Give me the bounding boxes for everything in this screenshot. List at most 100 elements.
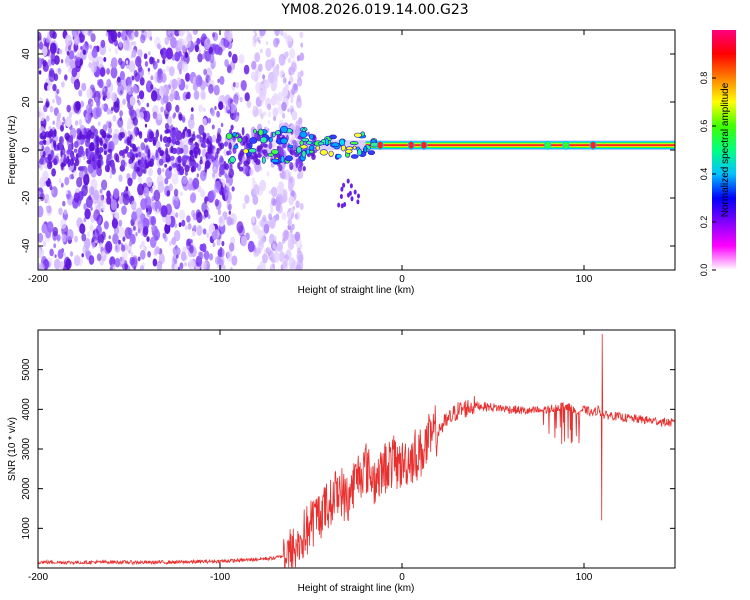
spectrogram-speck [157,43,161,50]
band-blob [324,138,329,146]
band-blob [363,145,368,153]
spectrogram-speck [271,255,276,264]
spectrogram-speck [137,256,141,262]
spectrogram-speck [102,96,105,101]
spectrogram-speck [223,161,227,170]
spectrogram-speck [95,106,103,118]
spectrogram-speck [211,230,218,241]
spectrogram-speck [199,159,203,165]
spectrogram-speck [54,258,61,270]
snr-y-label: SNR (10 * v/v) [7,417,18,481]
spectrogram-speck [243,64,250,75]
spectrogram-speck [187,223,192,230]
spectrogram-speck [196,173,199,178]
spectrogram-speck [105,31,109,37]
spectrogram-speck [38,31,42,42]
spectrogram-speck [135,207,143,220]
spectrogram-speck [158,158,164,166]
spectrogram-speck [148,51,151,56]
spectrogram-speck [274,246,279,253]
spectrogram-speck [186,30,190,35]
spectrogram-speck [63,157,67,167]
spectrogram-speck [184,36,192,49]
spectrogram-speck [55,68,58,74]
spectrogram-speck [85,139,90,148]
spectrogram-speck [133,69,138,77]
band-feature [544,140,552,150]
spectrogram-speck [86,196,93,209]
spectrogram-speck [39,97,43,103]
spectrogram-speck [156,58,160,64]
spectrogram-speck [195,74,203,87]
spectrogram-speck [78,119,83,126]
spectrogram-speck [175,104,180,113]
spectrogram-speck [203,68,208,76]
spectrogram-speck [205,138,210,144]
spectrogram-speck [111,218,118,229]
spectrogram-speck [242,141,246,146]
spectrogram-speck [153,229,161,241]
spectrogram-speck [181,131,186,139]
spectrogram-speck [267,111,272,118]
spectrogram-speck [61,81,65,88]
spectrogram-speck [109,174,113,179]
spectrogram-speck [58,207,63,216]
spectrogram-speck [59,137,63,145]
spectrogram-speck [87,113,92,122]
spectrogram-speck [231,186,235,192]
spectrogram-speck [257,153,262,158]
spectrogram-speck [279,194,285,204]
spectrogram-speck [152,139,157,146]
spectrogram-speck [287,57,291,64]
snr-panel: -200 -100 0 100 1000 2000 3000 4000 5000 Height… [7,329,676,594]
spectrogram-speck [93,128,98,137]
spectrogram-speck [180,251,187,262]
band-tail [357,193,360,199]
spectrogram-speck [140,249,146,260]
spectrogram-speck [177,155,182,164]
spectrogram-speck [122,236,126,242]
spectrogram-speck [189,154,195,164]
spectrogram-speck [243,160,250,167]
x-tick-label: 0 [399,572,405,583]
band-blob [249,137,258,144]
spectrogram-speck [170,32,173,38]
spectrogram-speck [240,235,248,247]
spectrogram-speck [294,231,301,242]
spectrogram-speck [130,257,138,269]
spectrogram-speck [135,128,138,137]
spectrogram-speck [89,164,92,168]
spectrogram-speck [99,128,105,136]
spectrogram-speck [64,176,70,186]
spectrogram-speck [79,131,83,139]
band-blob [354,132,362,138]
band-tail [342,182,346,188]
spectrogram-speck [202,132,207,138]
spectrogram-speck [126,146,130,151]
spectrogram-speck [63,153,67,161]
spectrogram-speck [219,216,223,224]
spectrogram-speck [76,52,82,61]
spectrogram-speck [47,84,51,91]
spectrogram-speck [59,48,63,55]
spectrogram-speck [175,212,179,218]
x-tick-label: 100 [576,572,593,583]
spectrogram-speck [65,116,72,128]
spectrogram-speck [54,254,57,258]
spectrogram-speck [106,108,111,115]
spectrogram-speck [46,36,50,43]
spectrogram-speck [147,67,151,72]
spectrogram-speck [265,41,269,45]
spectrogram-speck [152,60,158,70]
spectrogram-speck [130,200,137,211]
spectrogram-speck [224,191,232,203]
spectrogram-speck [82,155,86,161]
spectrogram-speck [136,49,139,55]
spectrogram-speck [168,240,173,247]
spectrogram-speck [253,184,260,196]
spectrogram-speck [59,142,63,151]
spectrogram-speck [262,111,265,116]
spectrogram-speck [60,124,64,132]
spectrogram-speck [127,130,131,136]
spectrogram-speck [115,154,120,163]
